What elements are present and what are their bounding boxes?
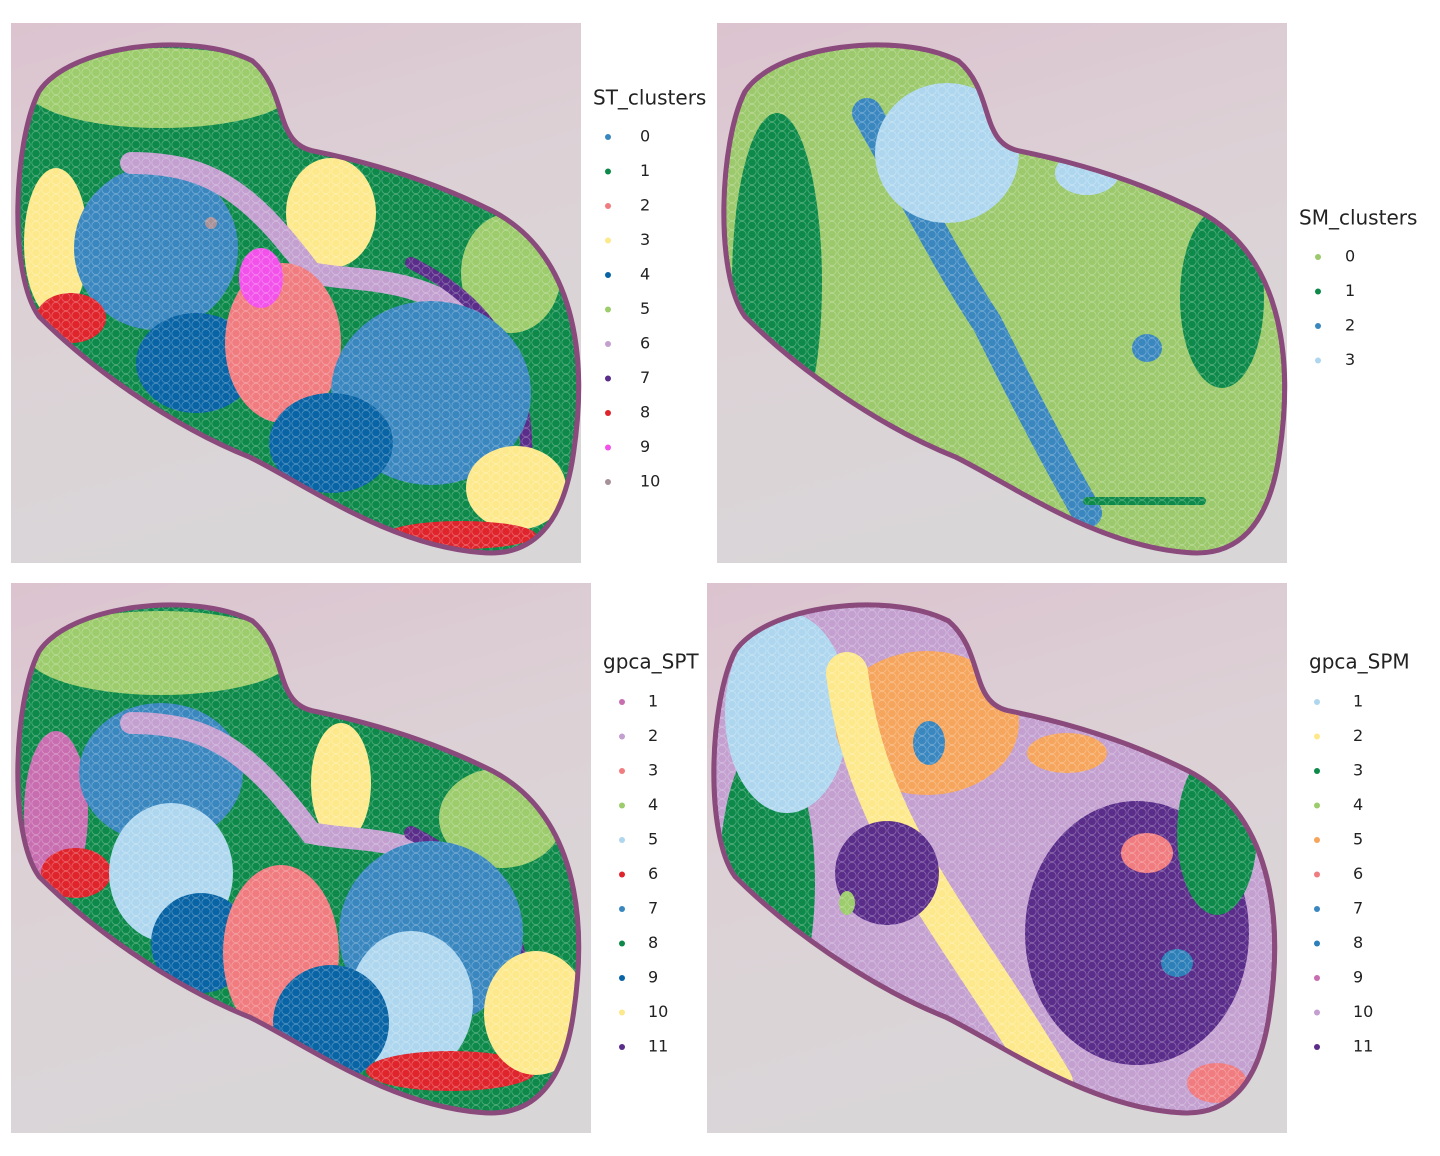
legend-label: 1: [648, 692, 658, 711]
panel: [11, 23, 582, 563]
legend-swatch: [605, 444, 611, 451]
legend-swatch: [1314, 975, 1320, 981]
legend-label: 6: [1353, 864, 1363, 883]
legend-swatch: [605, 341, 611, 347]
legend-swatch: [1314, 699, 1320, 705]
legend-swatch: [1314, 940, 1320, 947]
legend-swatch: [1314, 837, 1320, 843]
legend-swatch: [605, 375, 611, 382]
legend-swatch: [619, 802, 625, 809]
legend-label: 2: [648, 726, 658, 745]
legend-label: 0: [640, 127, 650, 146]
legend-title: gpca_SPT: [603, 650, 699, 674]
legend-swatch: [619, 871, 625, 878]
legend-label: 3: [640, 230, 650, 249]
legend-label: 2: [640, 196, 650, 215]
legend-swatch: [619, 975, 625, 981]
legend-label: 3: [648, 761, 658, 780]
legend-label: 2: [1353, 726, 1363, 745]
legend-label: 11: [648, 1037, 668, 1056]
legend-label: 6: [640, 334, 650, 353]
legend-swatch: [619, 1044, 625, 1050]
legend-swatch: [619, 940, 625, 947]
legend-swatch: [619, 768, 625, 774]
legend-label: 4: [1353, 795, 1363, 814]
legend-swatch: [605, 306, 611, 313]
legend-swatch: [619, 699, 625, 705]
legend-title: gpca_SPM: [1309, 650, 1410, 674]
legend-swatch: [1314, 1044, 1320, 1050]
legend-label: 11: [1353, 1037, 1373, 1056]
legend-label: 4: [648, 795, 658, 814]
legend-swatch: [1314, 733, 1320, 740]
legend-swatch: [1315, 323, 1321, 329]
legend-label: 0: [1345, 247, 1355, 266]
legend-label: 8: [640, 403, 650, 422]
legend-label: 3: [1353, 761, 1363, 780]
legend-swatch: [605, 203, 611, 209]
legend-label: 5: [1353, 830, 1363, 849]
legend-label: 6: [648, 864, 658, 883]
legend-swatch: [619, 837, 625, 843]
legend-swatch: [1314, 871, 1320, 878]
legend-label: 9: [1353, 968, 1363, 987]
legend-swatch: [1314, 906, 1320, 912]
legend-label: 7: [640, 368, 650, 387]
legend-label: 10: [648, 1002, 668, 1021]
legend-swatch: [1314, 768, 1320, 774]
legend-swatch: [605, 168, 611, 175]
legend-label: 10: [640, 472, 660, 491]
legend-label: 4: [640, 265, 650, 284]
legend-title: ST_clusters: [593, 86, 706, 110]
legend-label: 7: [1353, 899, 1363, 918]
legend-label: 5: [640, 299, 650, 318]
legend-swatch: [605, 134, 611, 140]
panel: [11, 583, 591, 1133]
legend-swatch: [1315, 288, 1321, 295]
legend-label: 1: [1353, 692, 1363, 711]
legend-label: 10: [1353, 1002, 1373, 1021]
legend-label: 7: [648, 899, 658, 918]
legend-label: 1: [1345, 281, 1355, 300]
legend-label: 2: [1345, 316, 1355, 335]
legend-label: 8: [1353, 933, 1363, 952]
panel: [707, 583, 1287, 1133]
legend-swatch: [1314, 1009, 1320, 1016]
legend-swatch: [605, 272, 611, 278]
spot-regions: [20, 607, 577, 1111]
legend-label: 8: [648, 933, 658, 952]
legend-swatch: [1315, 254, 1321, 260]
legend-swatch: [1315, 357, 1321, 364]
legend-label: 1: [640, 161, 650, 180]
panel: [717, 23, 1288, 563]
legend-label: 3: [1345, 350, 1355, 369]
legend-label: 9: [640, 437, 650, 456]
legend-swatch: [1314, 802, 1320, 809]
legend-swatch: [619, 733, 625, 740]
legend-title: SM_clusters: [1299, 206, 1417, 230]
legend-swatch: [605, 237, 611, 244]
legend-swatch: [605, 410, 611, 416]
legend-swatch: [619, 906, 625, 912]
legend-label: 5: [648, 830, 658, 849]
legend-label: 9: [648, 968, 658, 987]
legend-swatch: [619, 1009, 625, 1016]
legend-swatch: [605, 479, 611, 485]
